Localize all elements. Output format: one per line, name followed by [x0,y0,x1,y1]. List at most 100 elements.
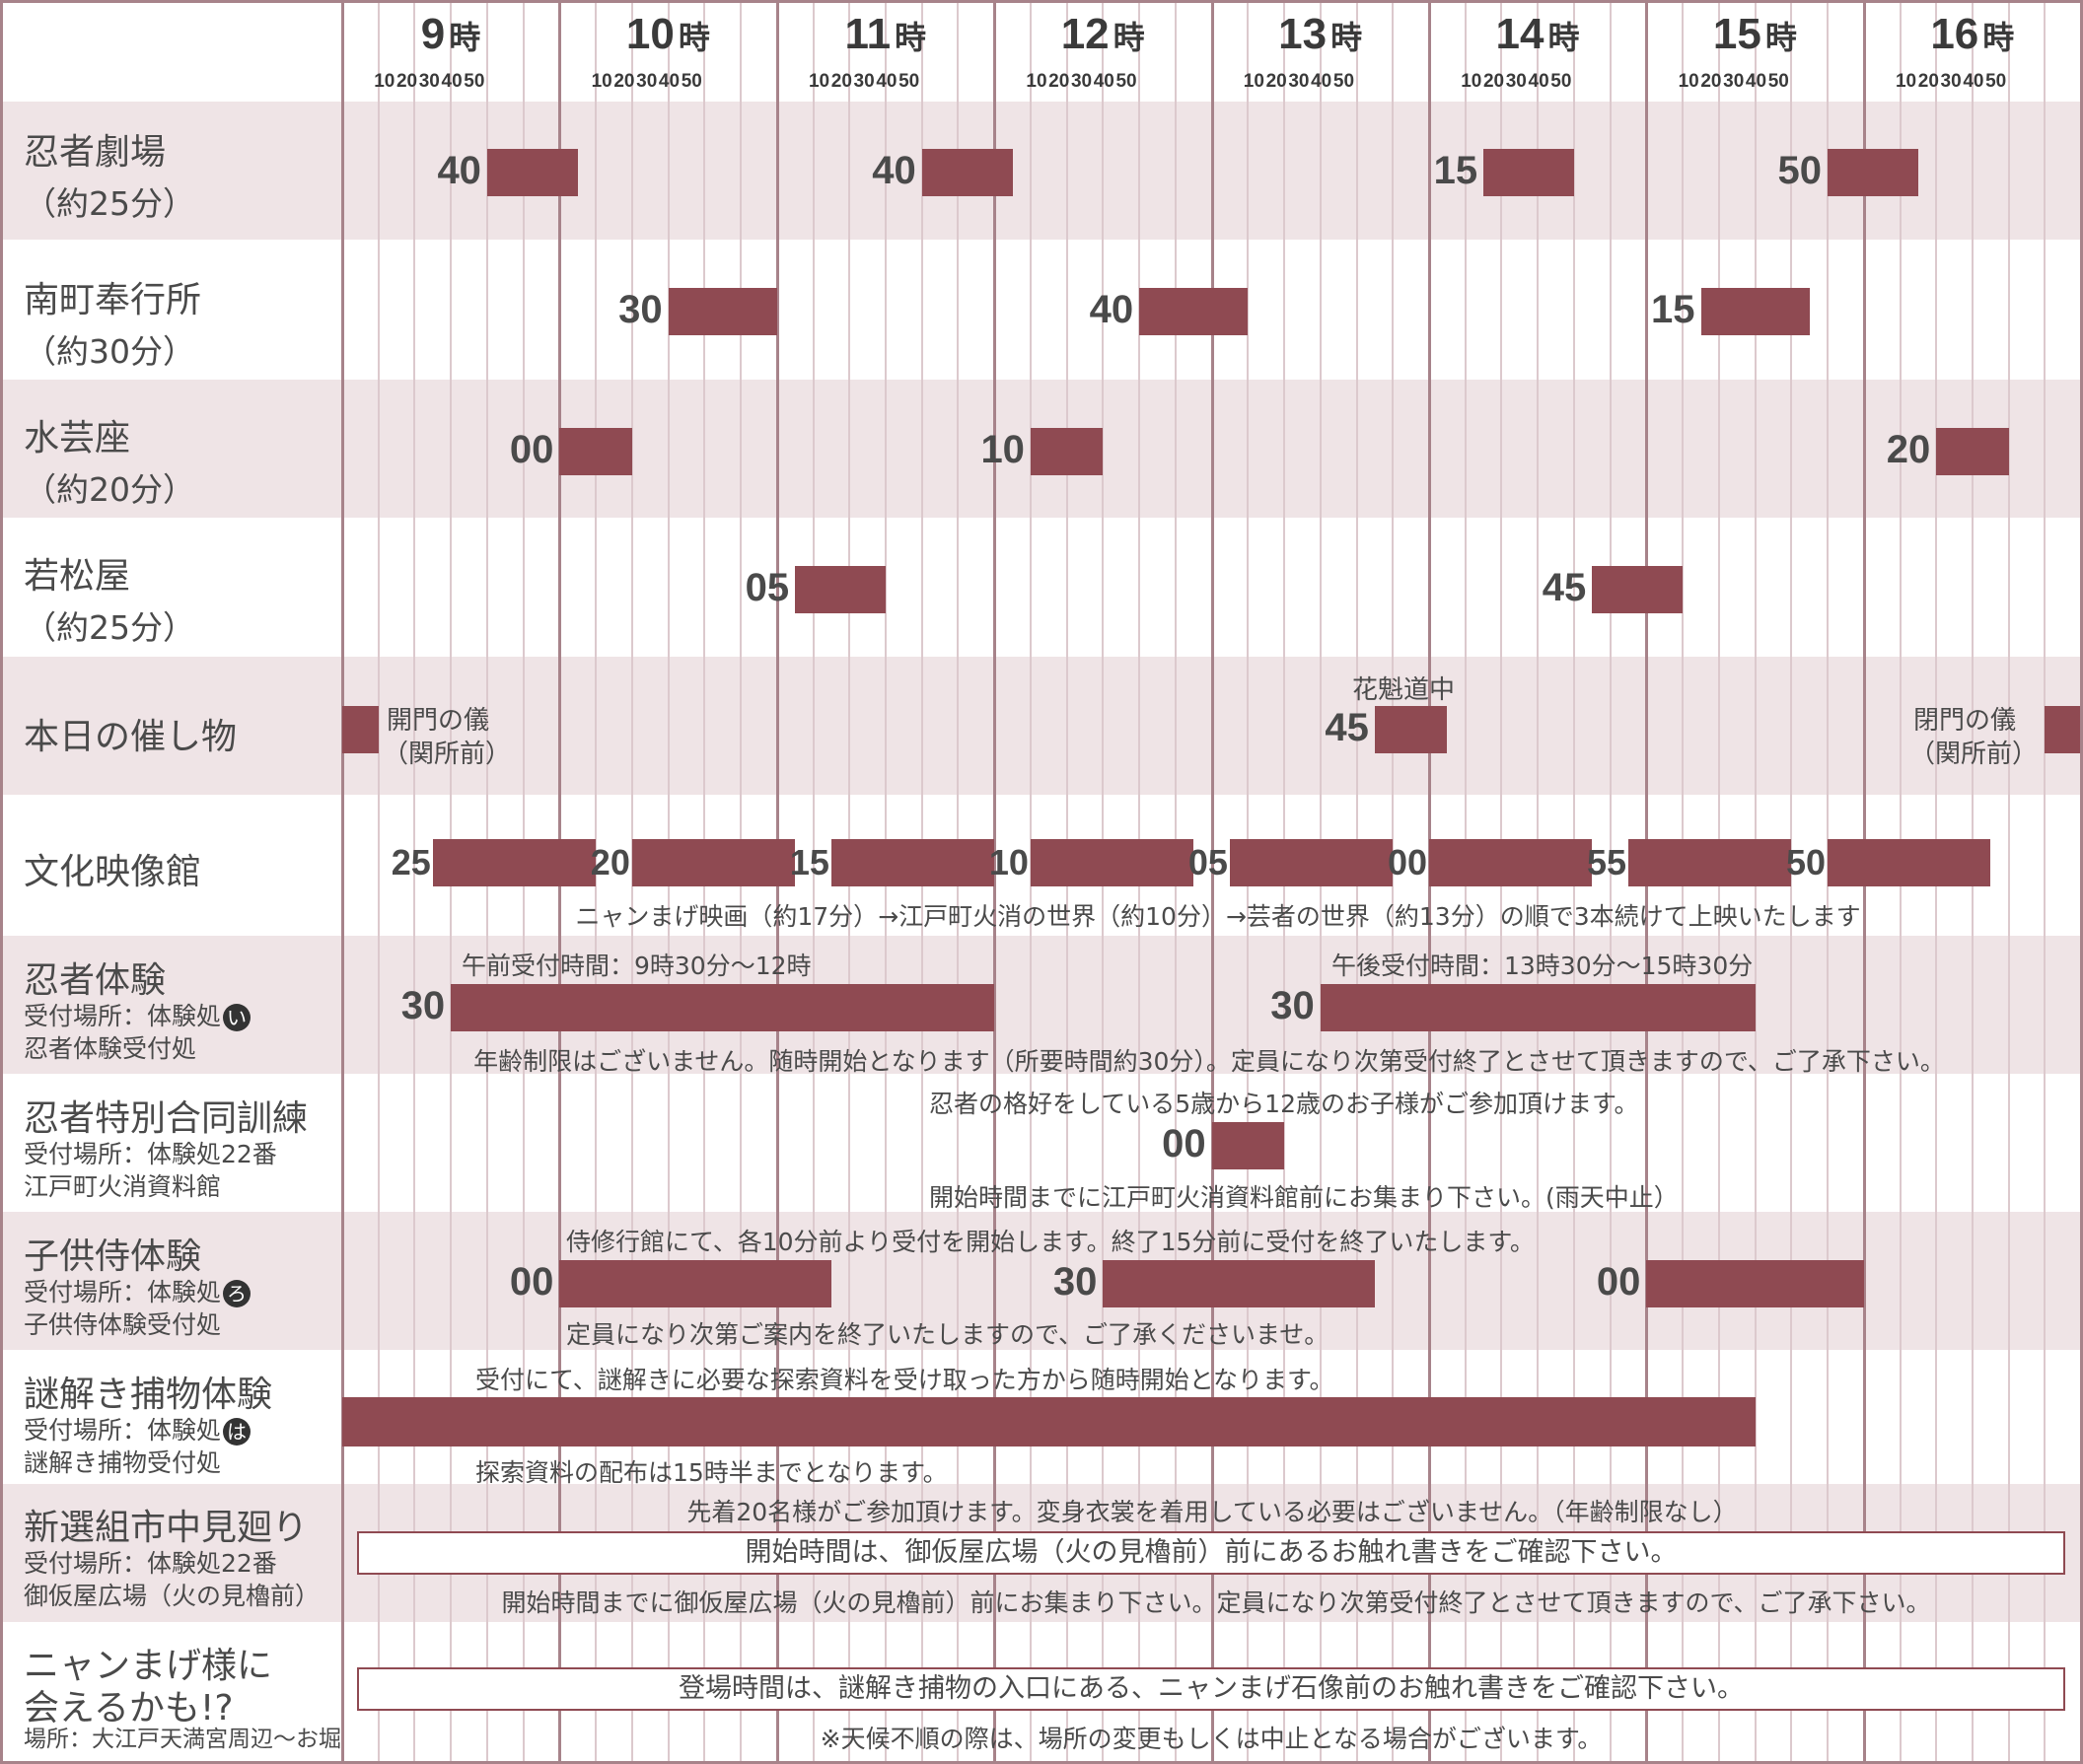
minute-tick-label: 20 [395,71,418,92]
minute-tick-label: 40 [876,71,898,92]
minute-tick-label: 30 [1505,71,1527,92]
kids-samurai-reception: 侍修行館にて、各10分前より受付を開始します。終了15分前に受付を終了いたします… [566,1228,1535,1256]
shinsengumi-start-box: 開始時間は、御仮屋広場（火の見櫓前）前にあるお触れ書きをご確認下さい。 [357,1531,2065,1575]
hour-number: 11 [844,10,892,58]
row-location2-shinsengumi: 御仮屋広場（火の見櫓前） [24,1582,321,1610]
ceremony-close-label: 閉門の儀 [1913,706,2017,736]
schedule-bar [1030,428,1104,475]
schedule-bar [1139,288,1249,335]
hour-number: 16 [1930,10,1979,58]
schedule-bar [2045,706,2082,753]
minute-tick-label: 30 [1070,71,1093,92]
hour-number: 13 [1278,10,1328,58]
start-minute-label: 45 [1542,566,1587,609]
minute-tick-label: 50 [1332,71,1355,92]
minute-gridline [413,0,416,1764]
row-label-ninja-experience: 忍者体験 [24,960,167,1001]
ninja-am-reception: 午前受付時間：9時30分〜12時 [462,952,812,980]
hour-unit: 時 [678,20,710,55]
row-location2-ninja-experience: 忍者体験受付処 [24,1034,197,1063]
minute-tick-label: 30 [1723,71,1745,92]
hour-number: 15 [1712,10,1761,58]
start-minute-label: 00 [509,428,554,471]
row-duration-wakamatsuya: （約25分） [24,608,195,647]
hour-number: 9 [420,10,446,58]
row-location-shinsengumi: 受付場所：体験処22番 [24,1549,277,1578]
row-location-nyanmage: 場所：大江戸天満宮周辺〜お堀 [24,1727,341,1752]
hour-label: 13 時 [1212,10,1429,59]
row-label-ninja-theater: 忍者劇場 [24,132,167,173]
minute-tick-label: 10 [1895,71,1917,92]
shinsengumi-gather-note: 開始時間までに御仮屋広場（火の見櫓前）前にお集まり下さい。定員になり次第受付終了… [501,1588,1931,1617]
minute-tick-label: 40 [658,71,681,92]
minute-tick-label: 20 [1917,71,1939,92]
minute-tick-label: 50 [1985,71,2007,92]
mystery-start-note: 受付にて、謎解きに必要な探索資料を受け取った方から随時開始となります。 [475,1366,1334,1394]
minute-tick-label: 10 [591,71,612,92]
badge-ha: は [223,1418,251,1446]
minute-tick-label: 40 [1311,71,1332,92]
schedule-bar [668,288,777,335]
row-label-wakamatsuya: 若松屋 [24,556,131,597]
start-minute-label: 25 [391,842,431,882]
minute-tick-label: 10 [1243,71,1264,92]
start-minute-label: 30 [1052,1260,1098,1304]
shinsengumi-start-text: 開始時間は、御仮屋広場（火の見櫓前）前にあるお触れ書きをご確認下さい。 [745,1537,1678,1568]
mystery-materials-note: 探索資料の配布は15時半までとなります。 [475,1458,948,1487]
nyanmage-weather-note: ※天候不順の際は、場所の変更もしくは中止となる場合がございます。 [820,1725,1603,1753]
minute-tick-label: 10 [1026,71,1047,92]
start-minute-label: 40 [437,149,481,192]
start-minute-label: 20 [590,842,630,882]
minute-tick-label: 50 [464,71,485,92]
ninja-experience-note: 年齢制限はございません。随時開始となります（所要時間約30分）。定員になり次第受… [473,1047,1945,1076]
start-minute-label: 30 [618,288,663,331]
minute-tick-label: 30 [853,71,875,92]
location-text: 受付場所：体験処 [24,1002,222,1030]
start-minute-label: 05 [1187,842,1228,882]
row-label-shinsengumi: 新選組市中見廻り [24,1508,309,1548]
minute-tick-label: 40 [1963,71,1984,92]
row-location-ninja-special: 受付場所：体験処22番 [24,1140,277,1168]
hour-number: 14 [1495,10,1544,58]
row-location-kids-samurai: 受付場所：体験処ろ [24,1276,251,1308]
minute-tick-label: 40 [441,71,463,92]
ceremony-close-place: （関所前） [1909,740,2039,769]
row-stripe [0,102,2083,240]
start-minute-label: 50 [1777,149,1823,192]
schedule-bar [1211,1122,1285,1169]
minute-tick-label: 20 [1482,71,1505,92]
minute-tick-label: 50 [1550,71,1572,92]
minute-tick-label: 20 [1700,71,1722,92]
schedule-bar [1592,566,1684,613]
minute-gridline [377,0,380,1764]
minute-tick-label: 20 [613,71,635,92]
start-minute-label: 45 [1325,706,1369,749]
row-label-nyanmage-2: 会えるかも!? [24,1688,234,1729]
hour-label: 11 時 [777,10,994,59]
schedule-bar [830,839,995,886]
minute-gridline [1609,0,1612,1764]
badge-i: い [223,1004,251,1031]
start-minute-label: 10 [988,842,1029,882]
hour-unit: 時 [1113,20,1145,55]
minute-tick-label: 40 [1528,71,1549,92]
hour-unit: 時 [1764,20,1797,55]
nyanmage-time-text: 登場時間は、謎解き捕物の入口にある、ニャンまげ石像前のお触れ書きをご確認下さい。 [679,1673,1744,1704]
schedule-bar [342,1397,1756,1446]
hour-gridline [993,0,997,1764]
hour-unit: 時 [1330,20,1363,55]
minute-tick-label: 30 [636,71,658,92]
hour-gridline [341,0,344,1764]
location-text: 受付場所：体験処 [24,1278,222,1306]
schedule-bar [559,1260,831,1307]
row-location2-ninja-special: 江戸町火消資料館 [24,1172,222,1201]
start-minute-label: 20 [1886,428,1931,471]
nyanmage-box: 登場時間は、謎解き捕物の入口にある、ニャンまげ石像前のお触れ書きをご確認下さい。 [357,1667,2065,1711]
schedule-bar [451,984,995,1031]
minute-tick-label: 40 [1745,71,1767,92]
location-text: 受付場所：体験処 [24,1416,222,1445]
row-label-ninja-special: 忍者特別合同訓練 [24,1098,309,1139]
start-minute-label: 00 [1387,842,1427,882]
